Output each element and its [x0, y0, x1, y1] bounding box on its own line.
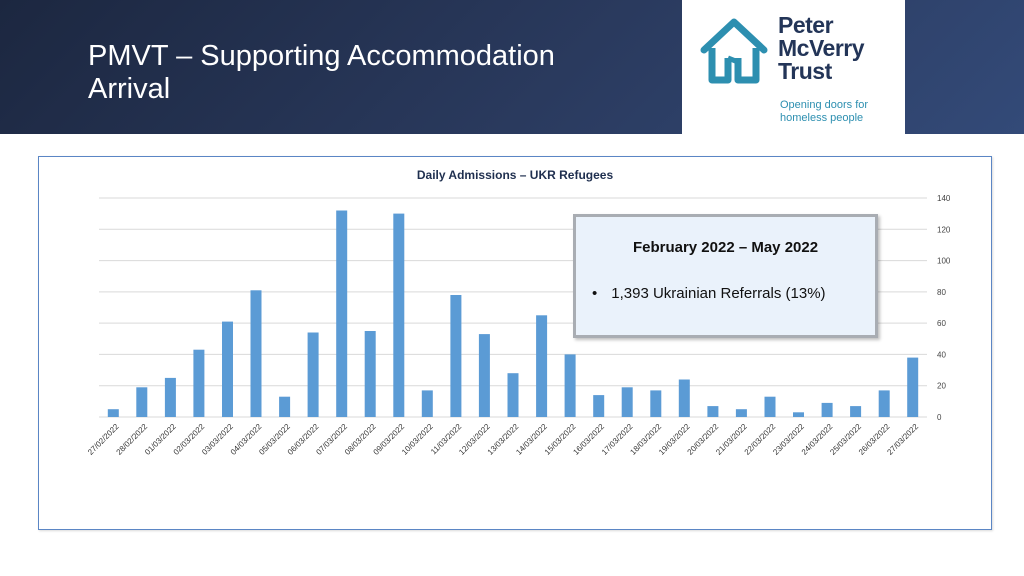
- bar: [735, 409, 747, 417]
- y-tick-label: 140: [937, 194, 951, 203]
- slide-title-line-2: Arrival: [88, 73, 171, 105]
- bar: [764, 396, 776, 417]
- logo: Peter McVerry Trust Opening doors for ho…: [682, 0, 905, 134]
- bar: [450, 295, 462, 417]
- slide-header: PMVT – Supporting Accommodation Arrival …: [0, 0, 1024, 134]
- bar: [850, 406, 862, 417]
- bar: [193, 349, 205, 417]
- bar: [393, 213, 405, 417]
- x-tick-label: 27/03/2022: [885, 422, 920, 457]
- bar: [793, 412, 804, 417]
- info-box: February 2022 – May 2022 • 1,393 Ukrainia…: [573, 214, 878, 338]
- bar: [478, 334, 490, 417]
- bar: [507, 373, 519, 417]
- bar: [593, 395, 605, 417]
- bar: [564, 354, 576, 417]
- y-tick-label: 40: [937, 350, 946, 359]
- slide-title: PMVT – Supporting Accommodation Arrival: [88, 40, 648, 106]
- bar: [136, 387, 148, 417]
- info-box-heading: February 2022 – May 2022: [632, 239, 819, 256]
- y-tick-label: 60: [937, 319, 946, 328]
- bar: [279, 396, 291, 417]
- y-tick-label: 20: [937, 382, 946, 391]
- y-tick-label: 100: [937, 257, 951, 266]
- logo-name-line-3: Trust: [778, 58, 832, 84]
- bar: [678, 379, 690, 417]
- bar: [878, 390, 890, 417]
- y-tick-label: 120: [937, 225, 951, 234]
- bar: [707, 406, 719, 417]
- bar: [164, 377, 176, 417]
- bar: [307, 332, 319, 417]
- chart-frame: Daily Admissions – UKR Refugees 0 20 40 60 8…: [38, 156, 992, 530]
- bar: [536, 315, 548, 417]
- bar: [650, 390, 662, 417]
- bar: [336, 210, 348, 417]
- chart-title: Daily Admissions – UKR Refugees: [416, 168, 614, 182]
- logo-tagline-line-1: Opening doors for: [780, 99, 869, 111]
- y-tick-label: 0: [937, 413, 942, 422]
- logo-tagline: Opening doors for homeless people: [780, 99, 900, 125]
- bar: [421, 390, 433, 417]
- bullet-icon: •: [592, 285, 598, 302]
- bar: [222, 321, 233, 417]
- bar: [364, 331, 376, 417]
- bar-chart: 02040608010012014027/02/202228/02/202201…: [86, 194, 951, 457]
- logo-name: Peter McVerry Trust: [778, 12, 865, 84]
- logo-tagline-line-2: homeless people: [780, 112, 864, 124]
- bar: [821, 402, 833, 417]
- info-box-bullet-text: 1,393 Ukrainian Referrals (13%): [611, 285, 826, 302]
- y-tick-label: 80: [937, 288, 946, 297]
- slide-title-line-1: PMVT – Supporting Accommodation: [88, 40, 555, 72]
- info-box-bullet: • 1,393 Ukrainian Referrals (13%): [592, 285, 826, 302]
- bar: [907, 357, 919, 417]
- logo-name-line-1: Peter: [778, 12, 834, 38]
- logo-name-line-2: McVerry: [778, 35, 865, 61]
- bar: [621, 387, 633, 417]
- house-logo-icon: [700, 18, 768, 84]
- bar: [107, 409, 119, 417]
- bar: [250, 290, 262, 417]
